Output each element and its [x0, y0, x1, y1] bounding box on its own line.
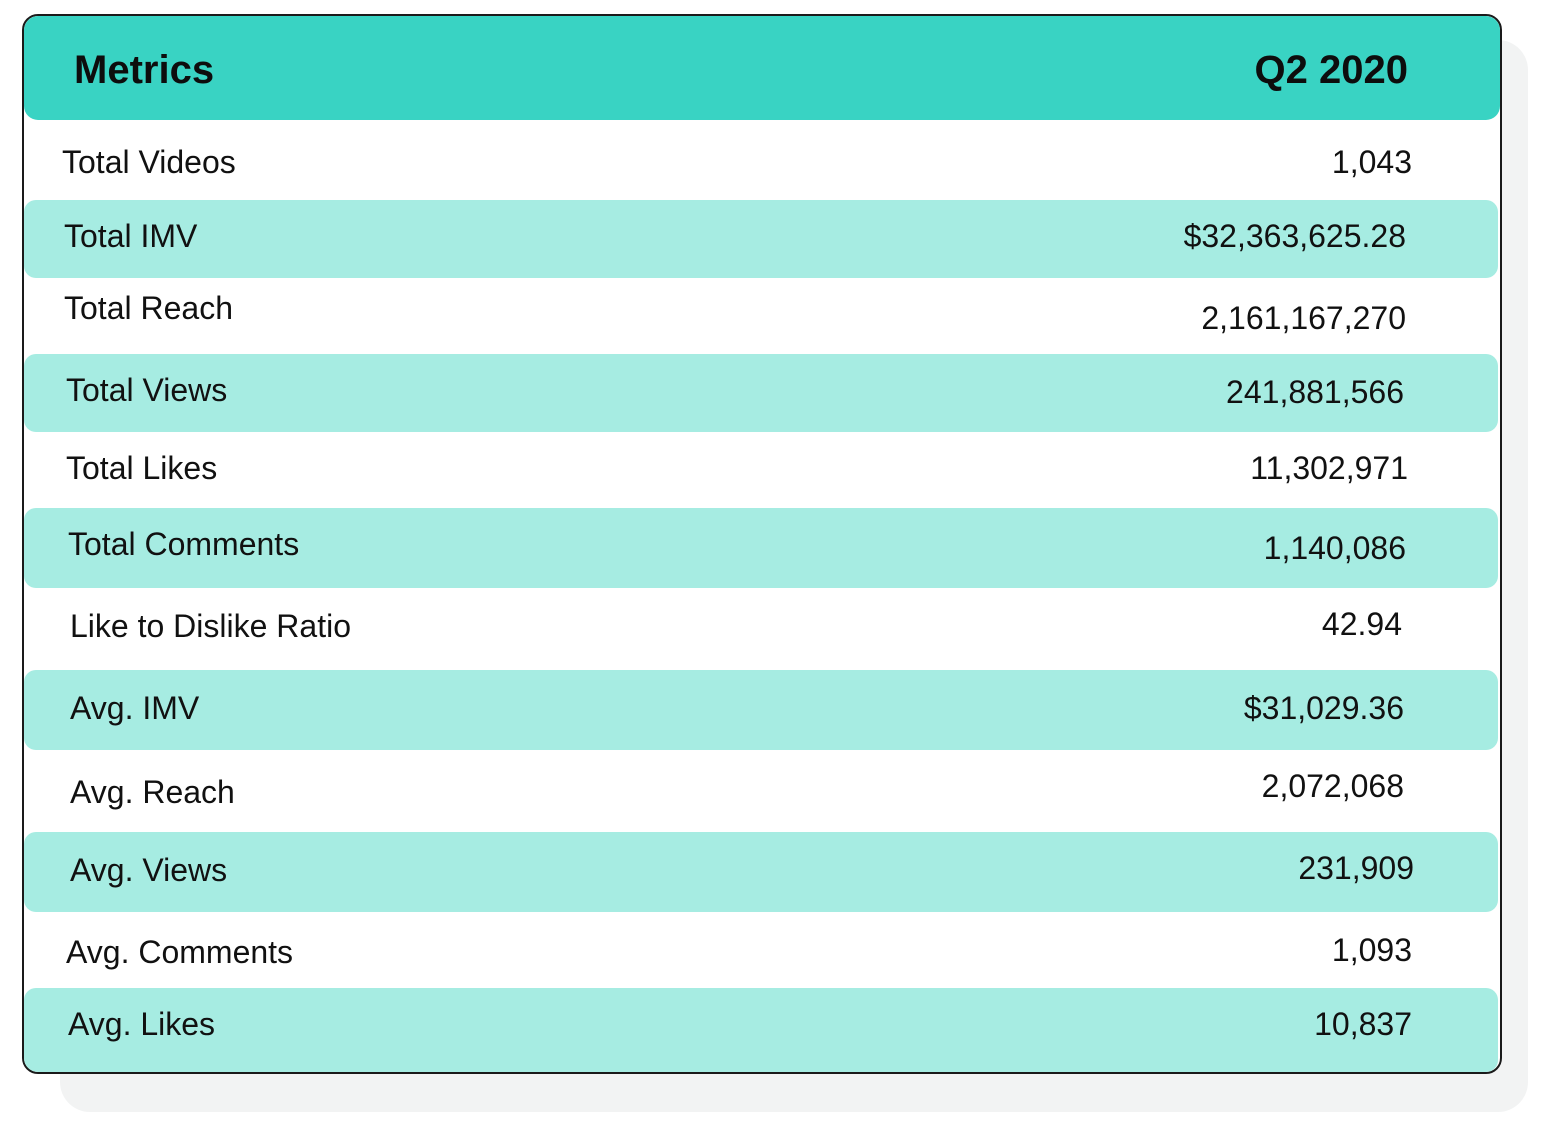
row-value: 2,072,068 — [1261, 768, 1404, 804]
header-period: Q2 2020 — [1254, 48, 1408, 92]
table-header: Metrics Q2 2020 — [24, 16, 1500, 120]
table-row: Total Views 241,881,566 — [24, 354, 1498, 432]
row-value: 11,302,971 — [1250, 450, 1408, 486]
table-row: Total IMV $32,363,625.28 — [24, 200, 1498, 278]
table-row: Avg. Views 231,909 — [24, 832, 1498, 912]
row-value: $31,029.36 — [1243, 690, 1404, 726]
table-row: Avg. Comments 1,093 — [24, 912, 1498, 988]
table-row: Avg. Likes 10,837 — [24, 988, 1498, 1072]
row-value: 1,093 — [1331, 932, 1412, 968]
row-label: Total IMV — [64, 218, 198, 254]
table-row: Like to Dislike Ratio 42.94 — [24, 588, 1498, 670]
row-label: Total Videos — [62, 144, 236, 180]
row-label: Total Likes — [66, 450, 218, 486]
row-label: Avg. Comments — [66, 934, 294, 970]
row-label: Like to Dislike Ratio — [70, 608, 351, 644]
row-value: 241,881,566 — [1226, 374, 1404, 410]
row-label: Avg. IMV — [70, 690, 200, 726]
row-label: Total Views — [66, 372, 228, 408]
row-value: 42.94 — [1321, 606, 1402, 642]
metrics-table: Metrics Q2 2020 Total Videos 1,043 Total… — [22, 14, 1502, 1074]
table-row: Avg. IMV $31,029.36 — [24, 670, 1498, 750]
row-value: 1,140,086 — [1263, 530, 1406, 566]
table-row: Total Videos 1,043 — [24, 120, 1498, 200]
row-label: Avg. Views — [70, 852, 228, 888]
row-value: 1,043 — [1331, 144, 1412, 180]
table-row: Avg. Reach 2,072,068 — [24, 750, 1498, 832]
row-value: 231,909 — [1298, 850, 1414, 886]
table-row: Total Reach 2,161,167,270 — [24, 278, 1498, 354]
header-metrics: Metrics — [74, 48, 215, 92]
row-label: Total Reach — [64, 290, 233, 326]
row-value: $32,363,625.28 — [1183, 218, 1406, 254]
row-value: 10,837 — [1314, 1006, 1412, 1042]
table-row: Total Likes 11,302,971 — [24, 432, 1498, 508]
row-value: 2,161,167,270 — [1201, 300, 1406, 336]
table-row: Total Comments 1,140,086 — [24, 508, 1498, 588]
row-label: Avg. Likes — [68, 1006, 216, 1042]
row-label: Total Comments — [68, 526, 300, 562]
row-label: Avg. Reach — [70, 774, 235, 810]
